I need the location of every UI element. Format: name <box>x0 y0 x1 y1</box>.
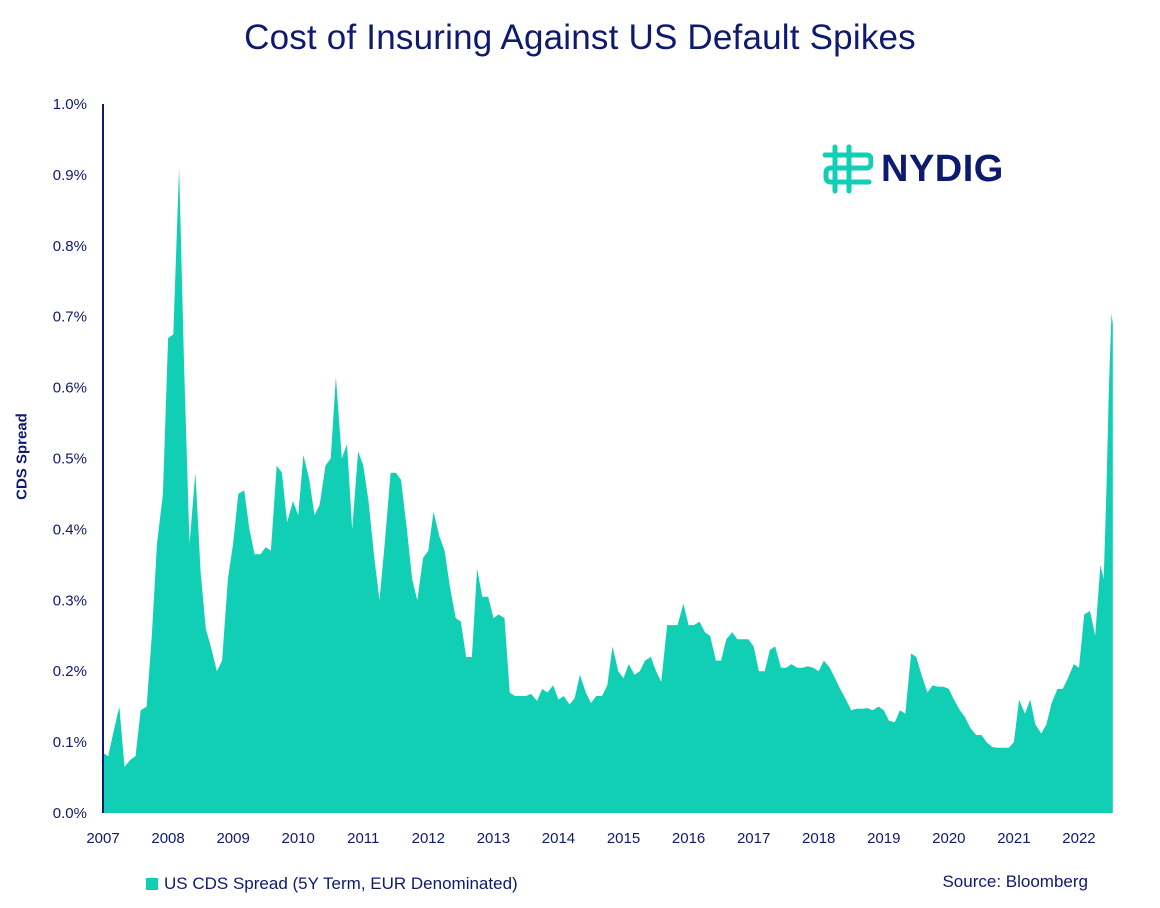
x-tick-label: 2008 <box>151 830 184 847</box>
x-tick-label: 2020 <box>932 830 965 847</box>
series-area <box>103 167 1113 814</box>
legend-swatch <box>146 878 158 890</box>
x-tick-label: 2021 <box>997 830 1030 847</box>
x-tick-label: 2007 <box>86 830 119 847</box>
y-tick-label: 0.8% <box>53 238 87 255</box>
logo-wordmark: NYDIG <box>881 147 1004 190</box>
x-tick-label: 2013 <box>477 830 510 847</box>
x-tick-label: 2017 <box>737 830 770 847</box>
y-tick-label: 0.2% <box>53 663 87 680</box>
x-tick-label: 2022 <box>1062 830 1095 847</box>
x-tick-label: 2019 <box>867 830 900 847</box>
x-tick-label: 2011 <box>347 830 379 847</box>
y-tick-label: 0.9% <box>53 167 87 184</box>
nydig-mark-icon <box>823 144 873 194</box>
y-axis-ticks: 0.0% 0.1% 0.2% 0.3% 0.4% 0.5% 0.6% 0.7% 0.8% 0.9%… <box>53 96 87 822</box>
x-tick-label: 2010 <box>282 830 315 847</box>
x-tick-label: 2016 <box>672 830 705 847</box>
legend: US CDS Spread (5Y Term, EUR Denominated) <box>146 874 518 894</box>
x-axis-ticks: 2007 2008 2009 2010 2011 2012 2013 2014 2015 2016… <box>86 830 1095 847</box>
legend-label: US CDS Spread (5Y Term, EUR Denominated) <box>164 874 518 893</box>
y-tick-label: 0.7% <box>53 309 87 326</box>
chart-title: Cost of Insuring Against US Default Spik… <box>244 18 916 57</box>
x-tick-label: 2012 <box>412 830 445 847</box>
source-note: Source: Bloomberg <box>942 872 1088 891</box>
y-tick-label: 0.0% <box>53 805 87 822</box>
y-tick-label: 0.3% <box>53 592 87 609</box>
x-tick-label: 2014 <box>542 830 575 847</box>
y-tick-label: 1.0% <box>53 96 87 113</box>
y-tick-label: 0.5% <box>53 451 87 468</box>
y-tick-label: 0.4% <box>53 521 87 538</box>
y-tick-label: 0.6% <box>53 380 87 397</box>
x-tick-label: 2015 <box>607 830 640 847</box>
x-tick-label: 2018 <box>802 830 835 847</box>
y-axis-title: CDS Spread <box>13 413 31 500</box>
y-tick-label: 0.1% <box>53 734 87 751</box>
series-layer <box>103 167 1113 814</box>
brand-logo: NYDIG <box>823 143 1004 195</box>
x-tick-label: 2009 <box>216 830 249 847</box>
